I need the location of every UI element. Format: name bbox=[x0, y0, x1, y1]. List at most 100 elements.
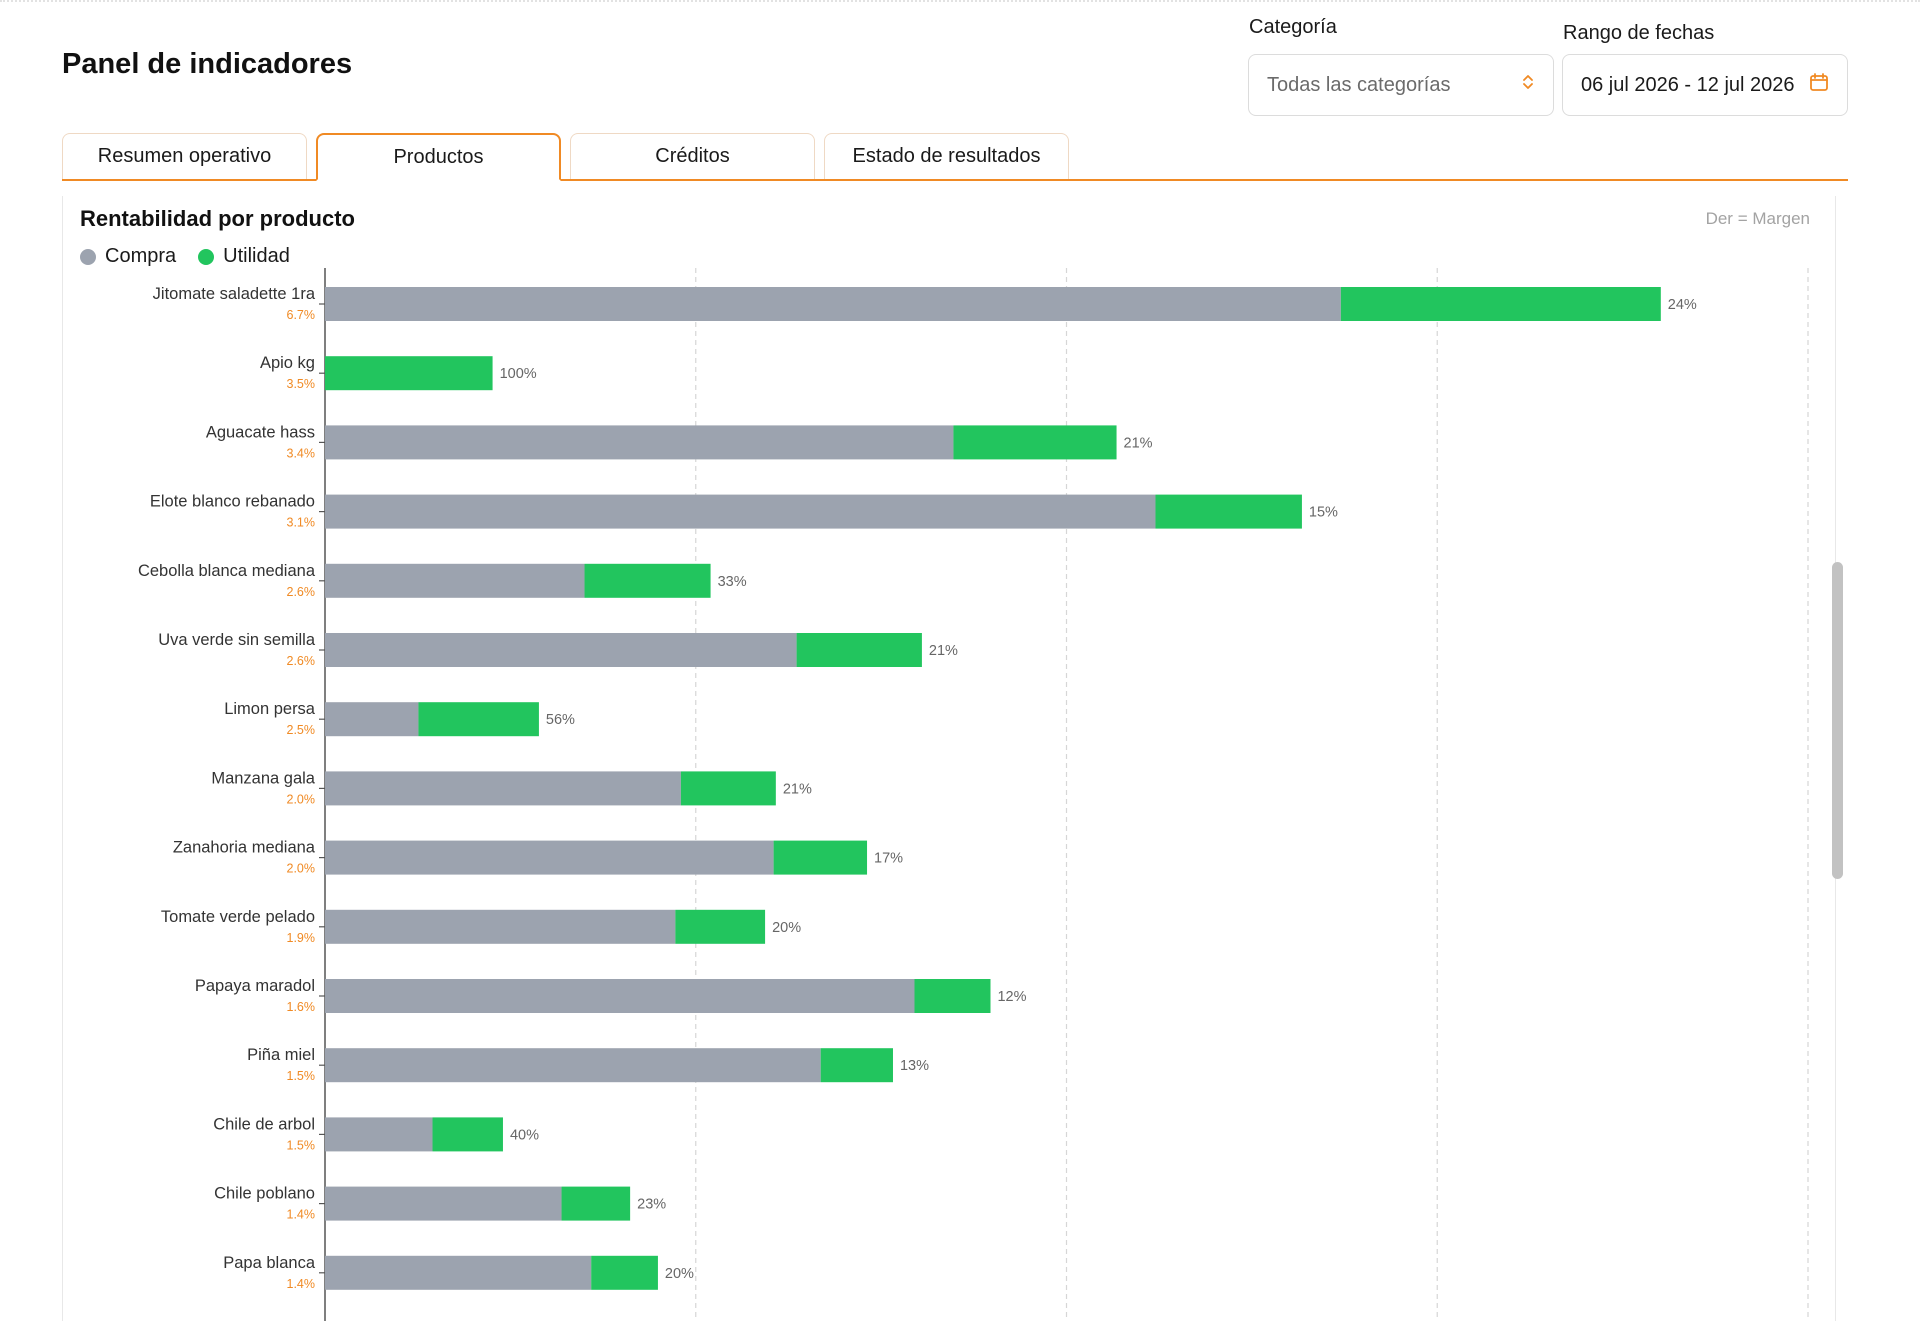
bar-utilidad bbox=[680, 771, 776, 806]
bar-compra bbox=[325, 1048, 821, 1083]
bar-compra bbox=[325, 633, 797, 667]
bar-utilidad bbox=[1155, 494, 1302, 529]
share-label: 2.6% bbox=[287, 654, 316, 668]
bar-compra bbox=[325, 771, 681, 806]
share-label: 1.4% bbox=[287, 1208, 316, 1222]
category-label: Papa blanca bbox=[223, 1254, 316, 1272]
share-label: 1.6% bbox=[287, 1000, 316, 1014]
category-label: Limon persa bbox=[224, 700, 316, 718]
tab-creditos[interactable]: Créditos bbox=[570, 133, 815, 179]
legend-label-utilidad: Utilidad bbox=[223, 245, 290, 267]
category-label: Tomate verde pelado bbox=[161, 908, 315, 926]
chevron-up-down-icon bbox=[1521, 72, 1535, 98]
tab-estado-de-resultados[interactable]: Estado de resultados bbox=[824, 133, 1069, 179]
share-label: 3.5% bbox=[287, 377, 316, 391]
legend-item-utilidad: Utilidad bbox=[198, 245, 290, 268]
margin-label: 23% bbox=[637, 1197, 666, 1213]
bar-compra bbox=[325, 1117, 433, 1152]
bar-utilidad bbox=[773, 840, 868, 875]
bar-compra bbox=[325, 425, 954, 460]
margin-label: 21% bbox=[783, 781, 812, 797]
card-note: Der = Margen bbox=[1705, 209, 1810, 228]
category-label: Chile de arbol bbox=[213, 1115, 315, 1133]
bar-compra bbox=[325, 287, 1341, 321]
share-label: 1.4% bbox=[287, 1277, 316, 1291]
card-title: Rentabilidad por producto bbox=[80, 206, 355, 231]
bar-utilidad bbox=[591, 1255, 658, 1290]
bar-utilidad bbox=[820, 1048, 893, 1083]
bar-compra bbox=[325, 1255, 592, 1290]
category-label: Papaya maradol bbox=[195, 977, 315, 995]
share-label: 3.4% bbox=[287, 446, 316, 460]
bar-compra bbox=[325, 909, 676, 944]
category-label: Uva verde sin semilla bbox=[158, 631, 316, 649]
bar-utilidad bbox=[584, 563, 711, 598]
bar-compra bbox=[325, 840, 774, 875]
legend-item-compra: Compra bbox=[80, 245, 176, 268]
category-label: Zanahoria mediana bbox=[173, 839, 316, 857]
bar-compra bbox=[325, 702, 419, 737]
legend-swatch-compra bbox=[80, 248, 96, 265]
date-range-value: 06 jul 2026 - 12 jul 2026 bbox=[1581, 73, 1795, 96]
category-select-value: Todas las categorías bbox=[1267, 73, 1451, 96]
bar-compra bbox=[325, 563, 585, 598]
share-label: 2.0% bbox=[287, 792, 316, 806]
category-select[interactable]: Todas las categorías bbox=[1248, 54, 1554, 116]
margin-label: 15% bbox=[1309, 505, 1338, 521]
bar-compra bbox=[325, 979, 915, 1013]
bar-utilidad bbox=[796, 633, 922, 667]
bar-compra bbox=[325, 1186, 562, 1221]
share-label: 1.5% bbox=[287, 1138, 316, 1152]
margin-label: 20% bbox=[665, 1266, 694, 1282]
date-range-picker[interactable]: 06 jul 2026 - 12 jul 2026 bbox=[1562, 54, 1848, 116]
scrollbar-thumb[interactable] bbox=[1832, 562, 1843, 879]
legend-label-compra: Compra bbox=[105, 245, 177, 267]
share-label: 2.6% bbox=[287, 585, 316, 599]
tab-productos[interactable]: Productos bbox=[316, 133, 561, 181]
category-label: Elote blanco rebanado bbox=[150, 493, 315, 511]
bar-utilidad bbox=[675, 909, 766, 944]
bar-utilidad bbox=[914, 979, 991, 1013]
tab-resumen-operativo[interactable]: Resumen operativo bbox=[62, 133, 307, 179]
margin-label: 13% bbox=[900, 1058, 929, 1074]
category-label: Apio kg bbox=[260, 354, 315, 372]
share-label: 6.7% bbox=[287, 308, 316, 322]
page-title: Panel de indicadores bbox=[62, 48, 353, 80]
margin-label: 21% bbox=[1124, 435, 1153, 451]
bar-utilidad bbox=[1340, 287, 1661, 321]
margin-label: 100% bbox=[500, 366, 537, 382]
calendar-icon bbox=[1809, 72, 1829, 98]
date-range-label: Rango de fechas bbox=[1563, 22, 1715, 44]
margin-label: 21% bbox=[929, 643, 958, 659]
bar-utilidad bbox=[418, 702, 539, 737]
margin-label: 12% bbox=[997, 989, 1026, 1005]
share-label: 1.9% bbox=[287, 931, 316, 945]
category-label: Aguacate hass bbox=[206, 423, 315, 441]
bar-utilidad bbox=[953, 425, 1117, 460]
margin-label: 33% bbox=[718, 574, 747, 590]
category-label: Cebolla blanca mediana bbox=[138, 562, 316, 580]
category-label: Chile poblano bbox=[214, 1185, 315, 1203]
category-label: Jitomate saladette 1ra bbox=[153, 285, 316, 303]
share-label: 2.0% bbox=[287, 862, 316, 876]
share-label: 1.5% bbox=[287, 1069, 316, 1083]
margin-label: 40% bbox=[510, 1127, 539, 1143]
margin-label: 24% bbox=[1668, 297, 1697, 313]
bar-utilidad bbox=[561, 1186, 631, 1221]
legend-swatch-utilidad bbox=[198, 248, 215, 265]
margin-label: 56% bbox=[546, 712, 575, 728]
category-label: Manzana gala bbox=[211, 769, 315, 787]
share-label: 2.5% bbox=[287, 723, 316, 737]
top-divider bbox=[0, 0, 1920, 2]
chart-legend: Compra Utilidad bbox=[80, 245, 312, 268]
bar-utilidad bbox=[325, 356, 493, 391]
bar-utilidad bbox=[432, 1117, 503, 1152]
category-label: Piña miel bbox=[247, 1046, 315, 1064]
margin-label: 20% bbox=[772, 920, 801, 936]
margin-label: 17% bbox=[874, 851, 903, 867]
share-label: 3.1% bbox=[287, 516, 316, 530]
bar-compra bbox=[325, 494, 1156, 529]
tab-bar: Resumen operativo Productos Créditos Est… bbox=[62, 133, 1848, 181]
category-label: Categoría bbox=[1249, 16, 1337, 38]
